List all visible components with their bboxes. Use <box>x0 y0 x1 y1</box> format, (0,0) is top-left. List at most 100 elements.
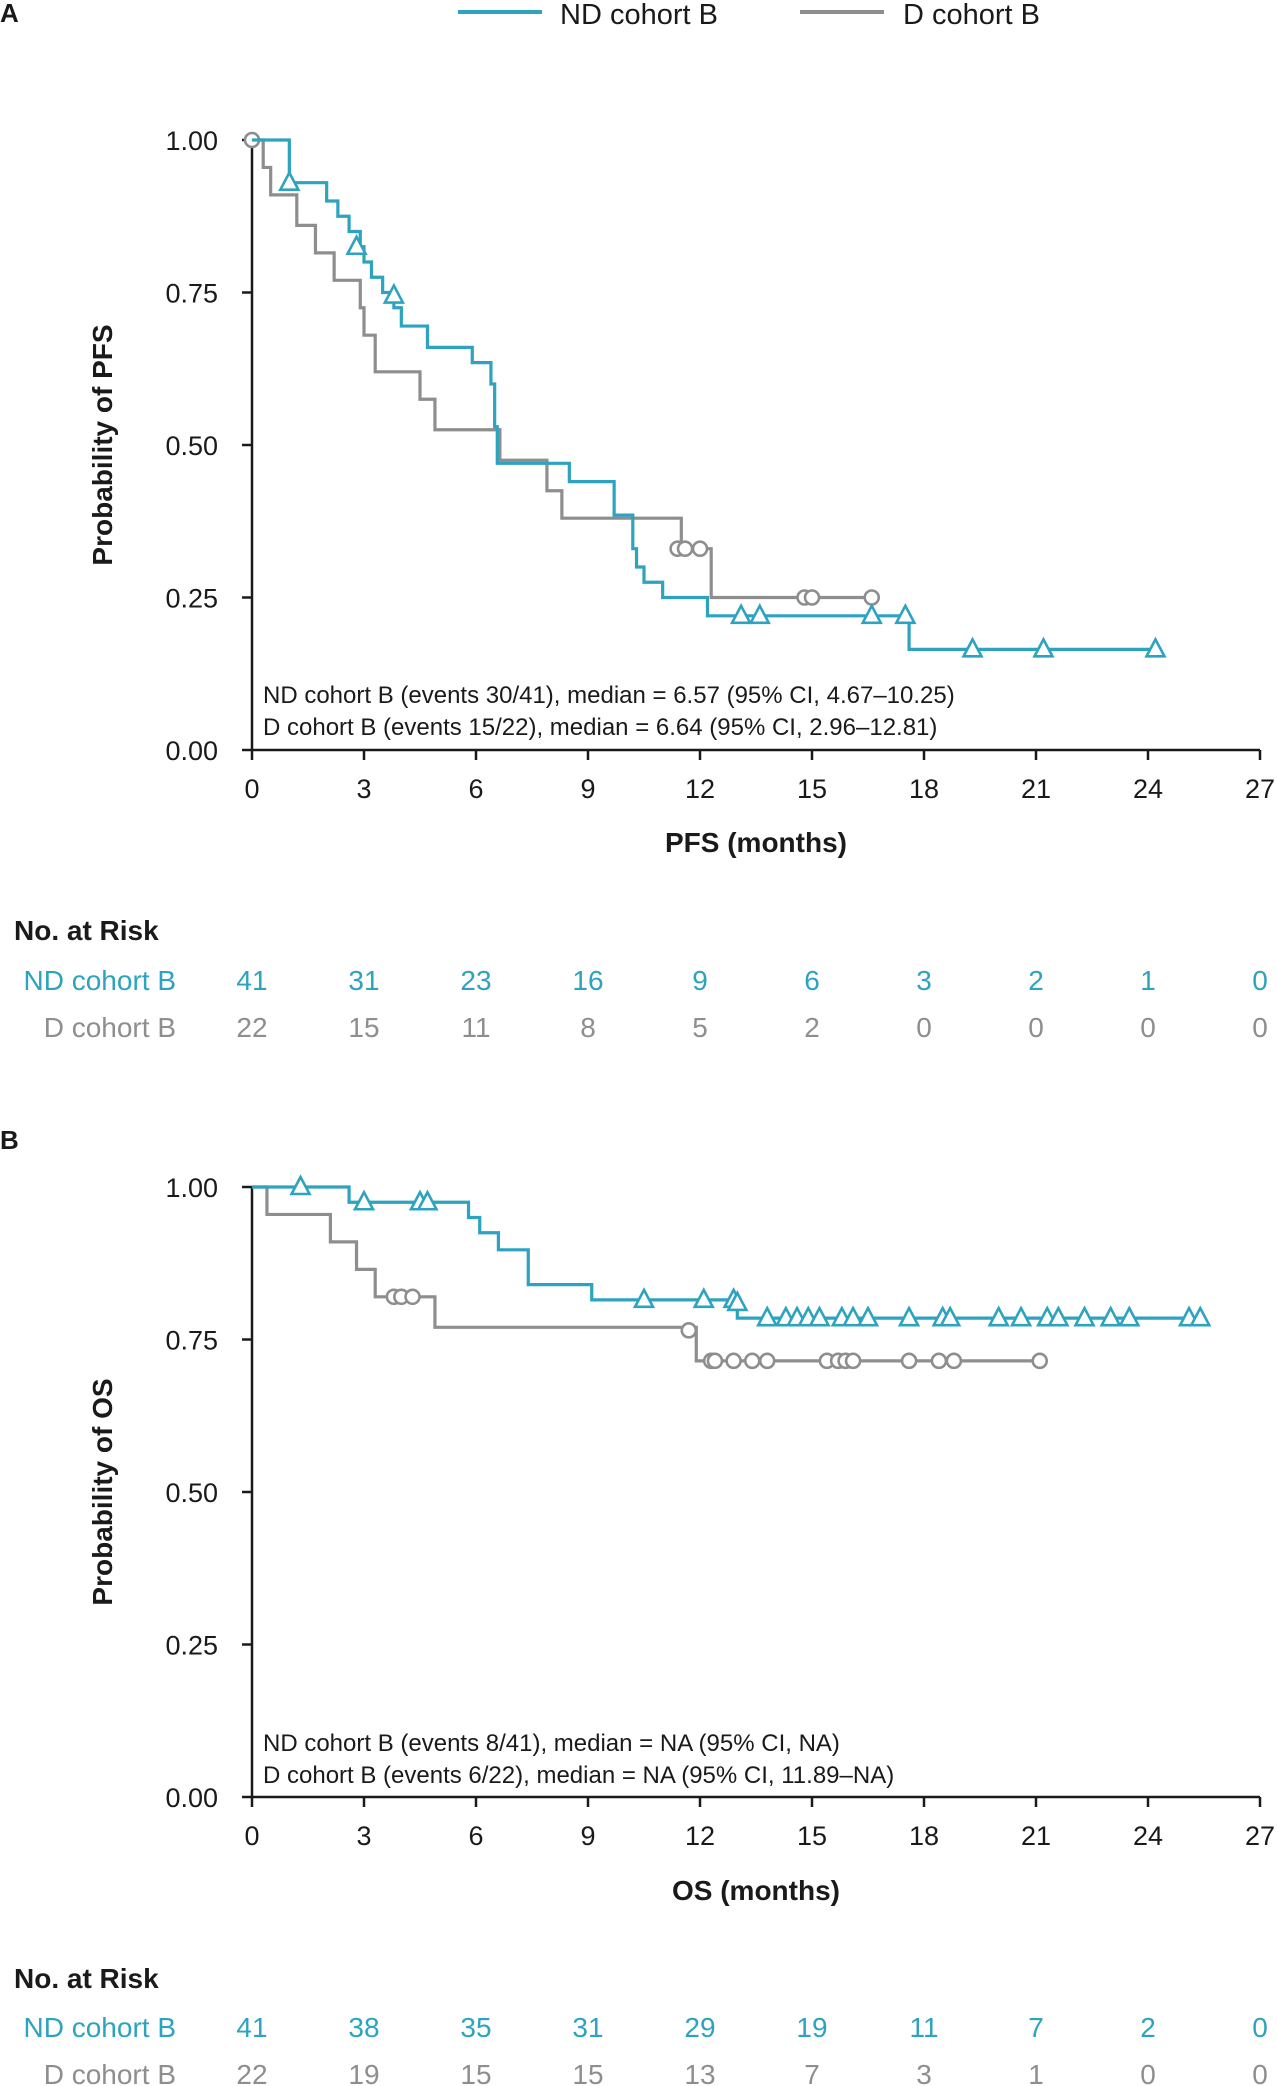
survival-curve-nd <box>252 138 1156 651</box>
y-tick-label: 0.25 <box>165 584 218 614</box>
risk-count: 22 <box>236 1012 267 1043</box>
risk-count: 31 <box>348 965 379 996</box>
x-tick-label: 27 <box>1245 1821 1275 1851</box>
censor-marker-circle <box>743 1352 761 1370</box>
censor-marker-triangle <box>1144 636 1167 658</box>
risk-count: 2 <box>1140 2012 1156 2043</box>
censor-marker-triangle <box>1189 1305 1212 1327</box>
risk-count: 0 <box>1140 1012 1156 1043</box>
risk-count: 19 <box>348 2059 379 2086</box>
x-tick-label: 21 <box>1021 1821 1051 1851</box>
x-tick-label: 12 <box>685 774 715 804</box>
censor-marker-triangle <box>416 1189 439 1211</box>
legend-d-label: D cohort B <box>903 0 1040 31</box>
legend-nd-label: ND cohort B <box>560 0 718 31</box>
risk-count: 3 <box>916 2059 932 2086</box>
survival-curve-nd <box>252 1185 1201 1320</box>
censor-marker-triangle <box>729 603 753 625</box>
censor-marker-circle <box>803 589 821 606</box>
risk-count: 35 <box>460 2012 491 2043</box>
y-tick-label: 0.00 <box>165 736 218 766</box>
x-axis-label: OS (months) <box>672 1875 840 1906</box>
risk-count: 6 <box>804 965 820 996</box>
x-tick-label: 15 <box>797 774 827 804</box>
x-tick-label: 21 <box>1021 774 1051 804</box>
risk-row-label: ND cohort B <box>24 965 177 996</box>
y-tick-label: 0.75 <box>165 279 218 309</box>
y-tick-label: 0.00 <box>165 1783 218 1813</box>
risk-count: 16 <box>572 965 603 996</box>
censor-marker-triangle <box>278 169 301 191</box>
x-tick-label: 24 <box>1133 774 1163 804</box>
x-tick-label: 3 <box>356 774 371 804</box>
risk-count: 19 <box>796 2012 827 2043</box>
censor-marker-circle <box>404 1288 421 1306</box>
risk-count: 7 <box>804 2059 820 2086</box>
y-axis-label: Probability of OS <box>87 1378 118 1605</box>
censor-marker-circle <box>863 589 881 606</box>
x-tick-label: 6 <box>468 1821 483 1851</box>
risk-count: 15 <box>348 1012 379 1043</box>
censor-marker-circle <box>945 1352 963 1370</box>
x-tick-label: 18 <box>909 774 939 804</box>
risk-count: 31 <box>572 2012 603 2043</box>
censor-marker-triangle <box>1047 1305 1070 1327</box>
y-tick-label: 0.50 <box>165 431 218 461</box>
risk-count: 2 <box>1028 965 1044 996</box>
median-annotation: ND cohort B (events 8/41), median = NA (… <box>263 1730 840 1757</box>
censor-marker-circle <box>725 1352 742 1370</box>
censor-marker-triangle <box>841 1305 865 1327</box>
y-tick-label: 1.00 <box>165 1173 218 1203</box>
censor-marker-triangle <box>1099 1305 1122 1327</box>
censor-marker-triangle <box>961 636 984 658</box>
censor-marker-triangle <box>808 1305 831 1327</box>
censor-marker-circle <box>844 1352 862 1370</box>
risk-count: 11 <box>909 2012 938 2043</box>
x-tick-label: 27 <box>1245 774 1275 804</box>
risk-count: 1 <box>1140 965 1156 996</box>
censor-marker-triangle <box>1073 1305 1096 1327</box>
censor-marker-circle <box>691 540 709 558</box>
survival-curve-d <box>252 1185 1040 1363</box>
x-tick-label: 24 <box>1133 1821 1163 1851</box>
risk-count: 13 <box>684 2059 715 2086</box>
censor-marker-triangle <box>289 1174 312 1196</box>
censor-marker-triangle <box>352 1189 376 1211</box>
panel-b-label: B <box>0 1125 19 1155</box>
censor-marker-triangle <box>1032 636 1055 658</box>
risk-count: 0 <box>1140 2059 1156 2086</box>
pfs-panel: 0 3 6 9 12 15 18 21 24 270.000.250.500.751.00PFS … <box>14 126 1275 1043</box>
censor-marker-triangle <box>756 1305 779 1327</box>
censor-marker-circle <box>900 1352 918 1370</box>
risk-count: 7 <box>1028 2012 1044 2043</box>
censor-marker-triangle <box>897 1305 921 1327</box>
y-tick-label: 1.00 <box>165 126 218 156</box>
risk-count: 22 <box>236 2059 267 2086</box>
x-tick-label: 0 <box>244 774 259 804</box>
censor-marker-circle <box>930 1352 948 1370</box>
censor-marker-triangle <box>860 603 883 625</box>
risk-count: 0 <box>1028 1012 1044 1043</box>
risk-count: 29 <box>684 2012 715 2043</box>
x-tick-label: 0 <box>244 1821 259 1851</box>
censor-marker-triangle <box>748 603 771 625</box>
censor-marker-triangle <box>894 603 917 625</box>
risk-count: 3 <box>916 965 932 996</box>
risk-row-label: D cohort B <box>44 2059 176 2086</box>
censor-marker-circle <box>680 1322 698 1339</box>
risk-count: 41 <box>236 965 267 996</box>
risk-table-title: No. at Risk <box>14 915 159 946</box>
x-tick-label: 3 <box>356 1821 371 1851</box>
censor-marker-circle <box>676 540 694 558</box>
risk-count: 0 <box>1252 965 1268 996</box>
risk-count: 38 <box>348 2012 379 2043</box>
censor-marker-triangle <box>987 1305 1010 1327</box>
censor-marker-circle <box>706 1352 724 1370</box>
censor-marker-circle <box>1031 1352 1049 1370</box>
censor-marker-triangle <box>345 233 368 256</box>
risk-count: 0 <box>1252 2012 1268 2043</box>
x-tick-label: 6 <box>468 774 483 804</box>
survival-curve-d <box>252 138 872 600</box>
